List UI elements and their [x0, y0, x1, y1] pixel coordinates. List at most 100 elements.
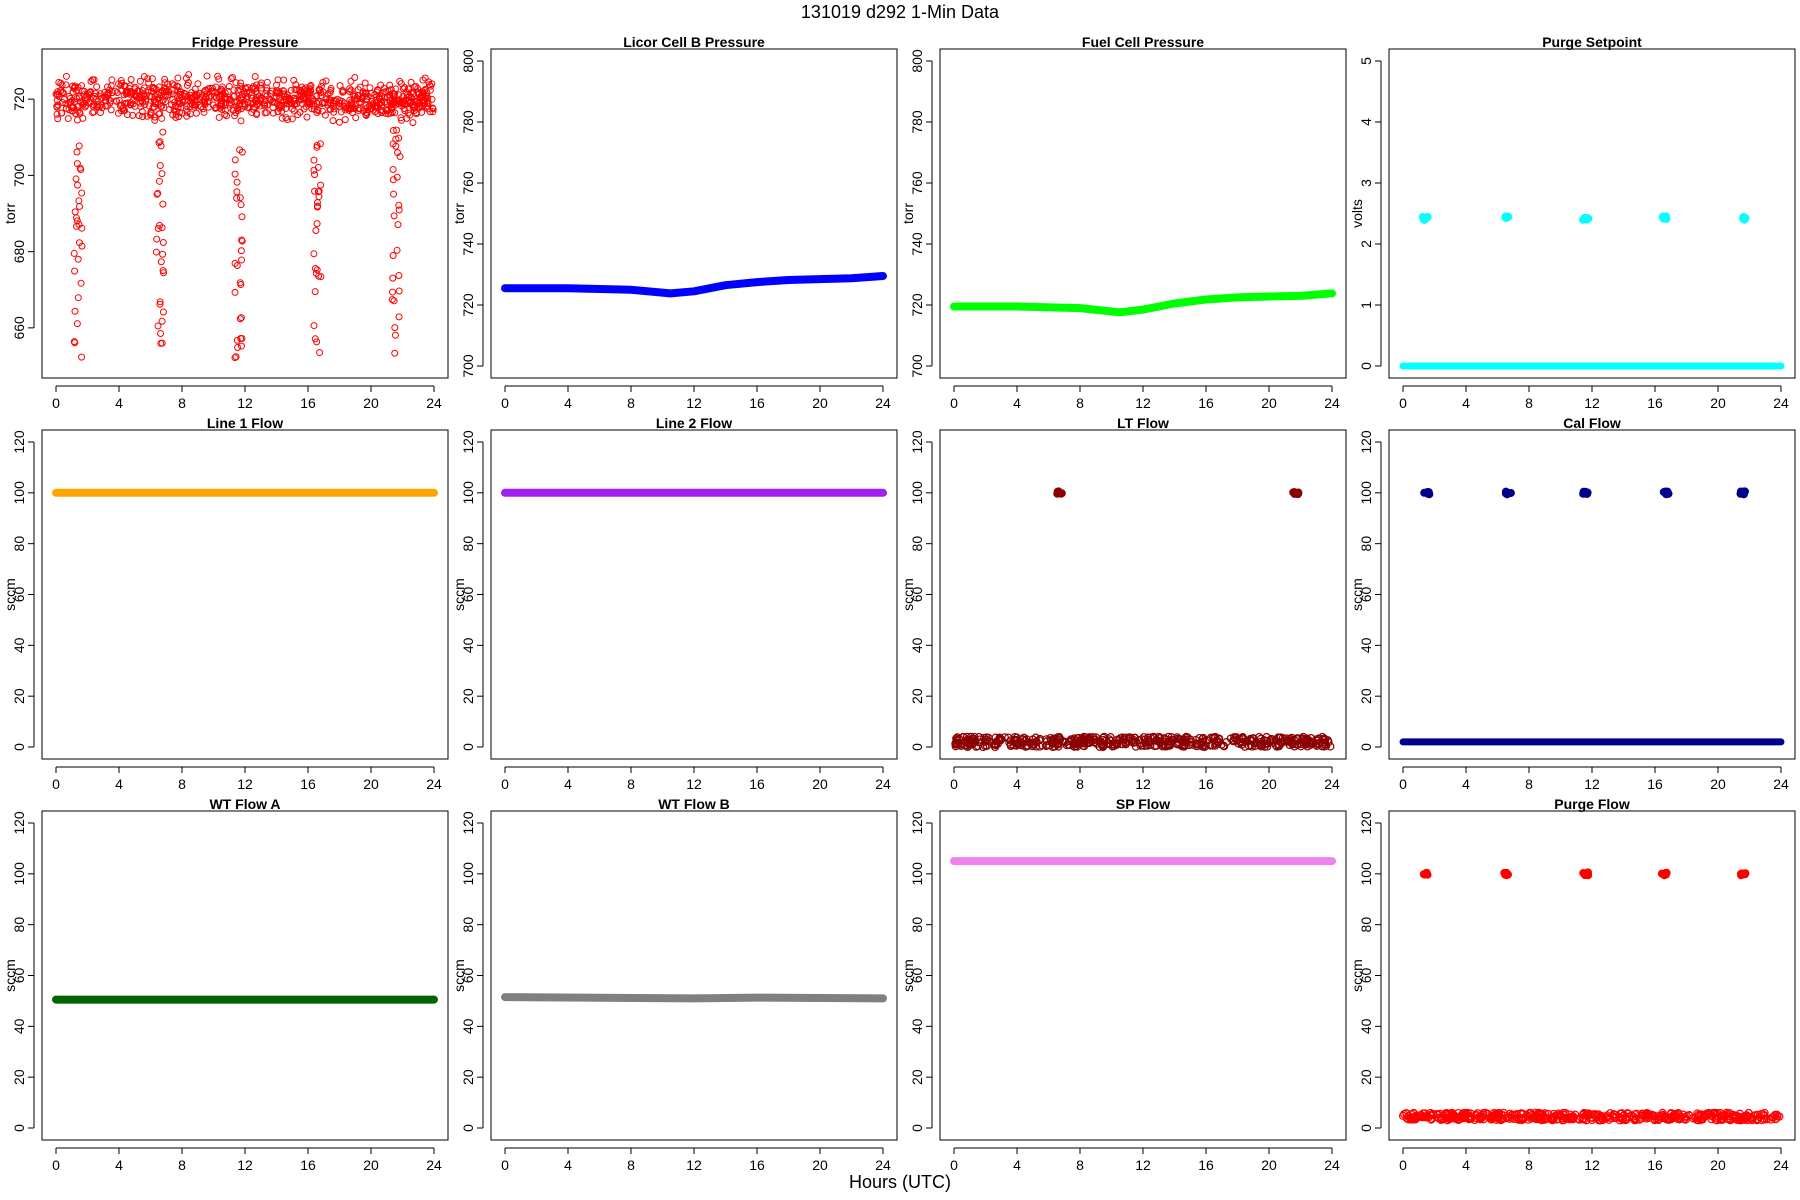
data-point — [238, 148, 246, 156]
y-tick-label: 60 — [1358, 587, 1374, 603]
data-point — [1080, 742, 1089, 751]
data-point — [158, 170, 166, 178]
data-point — [75, 197, 83, 205]
data-point — [287, 99, 295, 107]
x-tick-label: 24 — [1773, 395, 1789, 411]
y-tick-label: 0 — [460, 743, 476, 751]
x-tick-label: 16 — [749, 776, 765, 792]
data-point — [1178, 741, 1187, 750]
data-point — [1501, 212, 1510, 221]
data-point — [151, 116, 159, 124]
data-point — [158, 102, 166, 110]
x-tick-label: 20 — [1261, 395, 1277, 411]
data-point — [311, 264, 319, 272]
data-point — [395, 96, 403, 104]
x-tick-label: 16 — [300, 1157, 316, 1173]
series-cal — [1399, 487, 1785, 746]
x-tick-label: 16 — [300, 776, 316, 792]
data-point — [314, 202, 322, 210]
data-point — [395, 313, 403, 321]
x-tick-label: 20 — [812, 776, 828, 792]
x-tick-label: 0 — [1399, 395, 1407, 411]
y-tick-label: 60 — [460, 587, 476, 603]
data-point — [1118, 733, 1127, 742]
y-tick-label: 100 — [909, 862, 925, 886]
data-point — [389, 166, 397, 174]
x-tick-label: 4 — [564, 395, 572, 411]
data-point — [335, 118, 343, 126]
plot-frame — [41, 429, 449, 760]
plot-frame — [1388, 810, 1796, 1141]
x-tick-label: 12 — [237, 1157, 253, 1173]
y-axis: 0 20 40 60 80 100 120 — [11, 811, 35, 1132]
data-point — [75, 203, 83, 211]
data-point — [1035, 734, 1045, 744]
data-point — [1160, 734, 1169, 743]
data-point — [1423, 488, 1432, 497]
y-tick-label: 0 — [1358, 362, 1374, 370]
data-point — [1638, 1109, 1647, 1118]
data-point — [71, 82, 79, 90]
data-point — [333, 102, 341, 110]
data-point — [73, 320, 81, 328]
data-point — [182, 74, 190, 82]
data-point — [966, 735, 975, 745]
data-point — [1078, 733, 1087, 743]
data-point — [71, 307, 79, 315]
data-point — [1662, 868, 1671, 877]
data-point — [1739, 214, 1748, 223]
data-point — [1299, 738, 1308, 748]
data-point — [151, 100, 159, 108]
data-point — [1113, 739, 1122, 748]
data-point — [238, 334, 246, 342]
data-point — [199, 105, 207, 113]
data-point — [1055, 733, 1064, 742]
data-point — [425, 81, 433, 89]
data-point — [303, 113, 311, 121]
x-tick-label: 16 — [749, 1157, 765, 1173]
data-point — [1307, 734, 1316, 743]
y-tick-label: 1 — [1358, 301, 1374, 309]
x-tick-label: 8 — [1525, 776, 1533, 792]
data-point — [121, 82, 129, 90]
data-point — [422, 103, 430, 111]
data-point — [1011, 737, 1020, 746]
data-point — [1196, 738, 1205, 748]
data-point — [359, 107, 367, 115]
data-point — [340, 103, 348, 111]
data-point — [73, 217, 81, 225]
data-point — [188, 89, 196, 97]
x-tick-label: 4 — [1013, 1157, 1021, 1173]
y-tick-label: 740 — [460, 232, 476, 256]
data-point — [137, 103, 145, 111]
x-axis: 0 4 8 12 16 20 24 — [52, 766, 442, 792]
data-point — [313, 266, 321, 274]
data-point — [380, 88, 388, 96]
data-point — [1276, 733, 1285, 742]
data-point — [1020, 736, 1029, 745]
data-point — [407, 89, 415, 97]
data-point — [261, 99, 269, 107]
data-point — [276, 89, 284, 97]
data-point — [231, 288, 239, 296]
y-tick-label: 80 — [11, 536, 27, 552]
data-point — [396, 153, 404, 161]
data-point — [1583, 869, 1592, 878]
data-point — [388, 296, 396, 304]
data-point — [410, 102, 418, 110]
x-tick-label: 16 — [300, 395, 316, 411]
x-tick-label: 0 — [950, 1157, 958, 1173]
y-tick-label: 0 — [909, 743, 925, 751]
data-point — [1544, 1109, 1553, 1119]
data-point — [153, 190, 161, 198]
data-point — [1131, 738, 1140, 747]
data-point — [1426, 1114, 1435, 1123]
y-tick-label: 660 — [11, 316, 27, 340]
y-tick-label: 720 — [460, 293, 476, 317]
y-tick-label: 700 — [909, 354, 925, 378]
data-point — [231, 354, 239, 362]
data-point — [390, 297, 398, 305]
data-point — [263, 78, 271, 86]
data-point — [89, 101, 97, 109]
x-tick-label: 8 — [1076, 1157, 1084, 1173]
